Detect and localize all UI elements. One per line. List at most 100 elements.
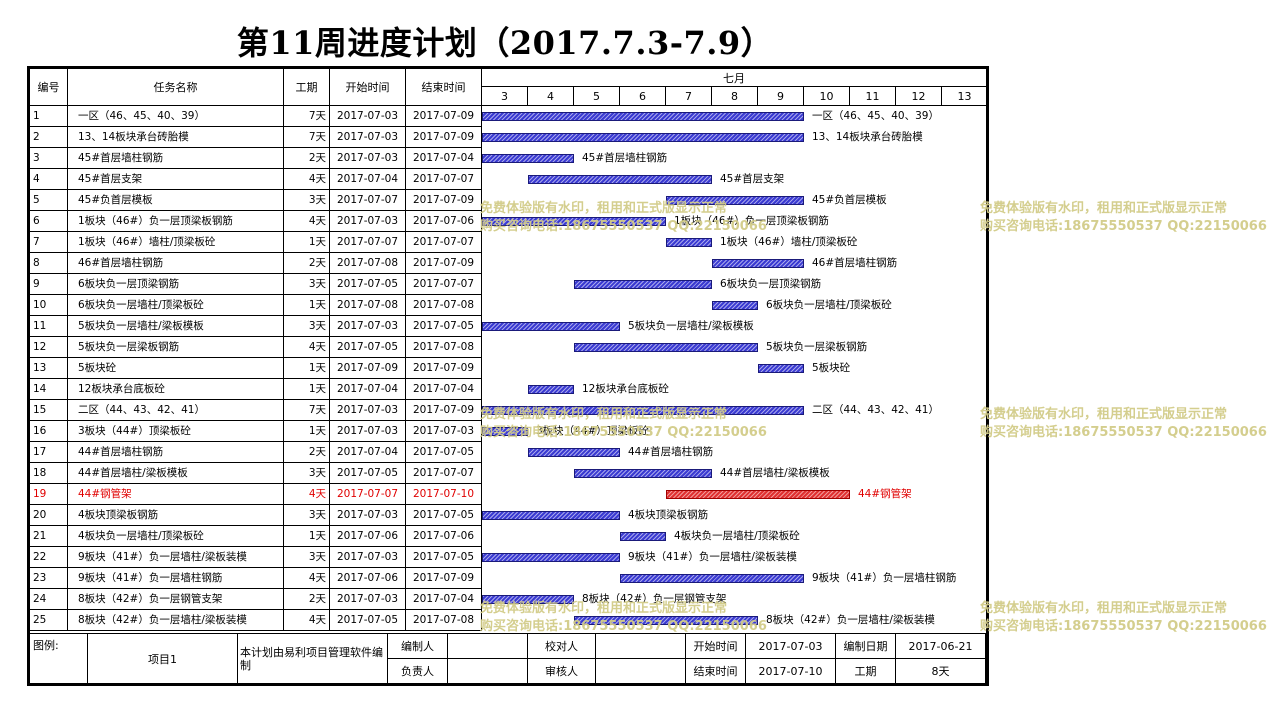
day-header: 6: [620, 87, 666, 106]
gantt-bar[interactable]: [528, 175, 712, 184]
table-row[interactable]: 16 3板块（44#）顶梁板砼 1天 2017-07-03 2017-07-03: [30, 421, 482, 442]
owner-label: 负责人: [388, 659, 448, 684]
watermark: 免费体验版有水印，租用和正式版显示正常 购买咨询电话:18675550537 QQ…: [980, 600, 1267, 636]
table-row[interactable]: 24 8板块（42#）负一层钢管支架 2天 2017-07-03 2017-07-04: [30, 589, 482, 610]
header-month: 七月: [482, 69, 986, 87]
table-row[interactable]: 13 5板块砼 1天 2017-07-09 2017-07-09: [30, 358, 482, 379]
task-end: 2017-07-08: [406, 610, 482, 631]
gantt-bar[interactable]: [482, 112, 804, 121]
task-end: 2017-07-10: [406, 484, 482, 505]
gantt-bar[interactable]: [482, 133, 804, 142]
gantt-bar[interactable]: [666, 196, 804, 205]
gantt-bar[interactable]: [482, 511, 620, 520]
table-row[interactable]: 17 44#首层墙柱钢筋 2天 2017-07-04 2017-07-05: [30, 442, 482, 463]
watermark: 免费体验版有水印，租用和正式版显示正常 购买咨询电话:18675550537 QQ…: [480, 406, 767, 442]
gantt-bar[interactable]: [482, 427, 528, 436]
gantt-bar-label: 3板块（44#）顶梁板砼: [536, 425, 649, 437]
header-end: 结束时间: [406, 69, 482, 106]
gantt-bar[interactable]: [528, 385, 574, 394]
task-start: 2017-07-03: [330, 421, 406, 442]
watermark-line: 购买咨询电话:18675550537 QQ:22150066: [480, 425, 767, 440]
task-duration: 4天: [284, 211, 330, 232]
gantt-bar[interactable]: [758, 364, 804, 373]
task-end: 2017-07-09: [406, 190, 482, 211]
gantt-bar-label: 5板块负一层墙柱/梁板模板: [628, 320, 754, 332]
gantt-bar[interactable]: [482, 154, 574, 163]
header-start: 开始时间: [330, 69, 406, 106]
gantt-bar[interactable]: [528, 448, 620, 457]
task-duration: 2天: [284, 589, 330, 610]
compiler-value: [448, 634, 528, 659]
gantt-bar[interactable]: [620, 532, 666, 541]
watermark: 免费体验版有水印，租用和正式版显示正常 购买咨询电话:18675550537 QQ…: [480, 600, 767, 636]
task-no: 19: [30, 484, 68, 505]
task-start: 2017-07-03: [330, 211, 406, 232]
gantt-bar-label: 8板块（42#）负一层钢管支架: [582, 593, 727, 605]
task-end: 2017-07-05: [406, 442, 482, 463]
table-row[interactable]: 5 45#负首层模板 3天 2017-07-07 2017-07-09: [30, 190, 482, 211]
task-end: 2017-07-09: [406, 358, 482, 379]
table-row[interactable]: 12 5板块负一层梁板钢筋 4天 2017-07-05 2017-07-08: [30, 337, 482, 358]
table-row[interactable]: 6 1板块（46#）负一层顶梁板钢筋 4天 2017-07-03 2017-07-06: [30, 211, 482, 232]
gantt-bar[interactable]: [482, 217, 666, 226]
table-row[interactable]: 14 12板块承台底板砼 1天 2017-07-04 2017-07-04: [30, 379, 482, 400]
table-row[interactable]: 2 13、14板块承台砖胎模 7天 2017-07-03 2017-07-09: [30, 127, 482, 148]
task-no: 23: [30, 568, 68, 589]
gantt-bar-label: 44#钢管架: [858, 488, 912, 500]
day-header: 8: [712, 87, 758, 106]
gantt-bar[interactable]: [482, 553, 620, 562]
gantt-bar[interactable]: [574, 616, 758, 625]
task-name: 44#钢管架: [68, 484, 284, 505]
gantt-bar[interactable]: [574, 280, 712, 289]
table-row[interactable]: 10 6板块负一层墙柱/顶梁板砼 1天 2017-07-08 2017-07-08: [30, 295, 482, 316]
gantt-bar[interactable]: [712, 301, 758, 310]
table-row[interactable]: 15 二区（44、43、42、41） 7天 2017-07-03 2017-07-09: [30, 400, 482, 421]
gantt-bar[interactable]: [620, 574, 804, 583]
table-row[interactable]: 21 4板块负一层墙柱/顶梁板砼 1天 2017-07-06 2017-07-06: [30, 526, 482, 547]
task-end: 2017-07-09: [406, 400, 482, 421]
gantt-bar[interactable]: [482, 322, 620, 331]
day-header: 11: [850, 87, 896, 106]
table-row[interactable]: 1 一区（46、45、40、39） 7天 2017-07-03 2017-07-09: [30, 106, 482, 127]
table-row[interactable]: 23 9板块（41#）负一层墙柱钢筋 4天 2017-07-06 2017-07-09: [30, 568, 482, 589]
gantt-bar[interactable]: [574, 343, 758, 352]
gantt-bar[interactable]: [712, 259, 804, 268]
gantt-bar-label: 13、14板块承台砖胎模: [812, 131, 923, 143]
table-row[interactable]: 11 5板块负一层墙柱/梁板模板 3天 2017-07-03 2017-07-05: [30, 316, 482, 337]
gantt-bar[interactable]: [482, 406, 804, 415]
gantt-bar-label: 45#负首层模板: [812, 194, 887, 206]
table-row[interactable]: 19 44#钢管架 4天 2017-07-07 2017-07-10: [30, 484, 482, 505]
task-duration: 1天: [284, 421, 330, 442]
gantt-bar-label: 45#首层墙柱钢筋: [582, 152, 668, 164]
task-start: 2017-07-03: [330, 400, 406, 421]
task-duration: 3天: [284, 463, 330, 484]
gantt-bar[interactable]: [574, 469, 712, 478]
table-row[interactable]: 8 46#首层墙柱钢筋 2天 2017-07-08 2017-07-09: [30, 253, 482, 274]
table-row[interactable]: 18 44#首层墙柱/梁板模板 3天 2017-07-05 2017-07-07: [30, 463, 482, 484]
task-duration: 3天: [284, 505, 330, 526]
day-header: 13: [942, 87, 988, 106]
table-row[interactable]: 3 45#首层墙柱钢筋 2天 2017-07-03 2017-07-04: [30, 148, 482, 169]
task-name: 8板块（42#）负一层墙柱/梁板装模: [68, 610, 284, 631]
table-row[interactable]: 25 8板块（42#）负一层墙柱/梁板装模 4天 2017-07-05 2017-07-…: [30, 610, 482, 631]
gantt-bar[interactable]: [482, 595, 574, 604]
task-start: 2017-07-05: [330, 274, 406, 295]
table-row[interactable]: 4 45#首层支架 4天 2017-07-04 2017-07-07: [30, 169, 482, 190]
gantt-bar-label: 二区（44、43、42、41）: [812, 404, 939, 416]
task-name: 5板块砼: [68, 358, 284, 379]
day-header: 4: [528, 87, 574, 106]
table-row[interactable]: 9 6板块负一层顶梁钢筋 3天 2017-07-05 2017-07-07: [30, 274, 482, 295]
gantt-bar[interactable]: [666, 238, 712, 247]
task-no: 18: [30, 463, 68, 484]
task-start: 2017-07-05: [330, 610, 406, 631]
task-start: 2017-07-04: [330, 442, 406, 463]
table-row[interactable]: 7 1板块（46#）墙柱/顶梁板砼 1天 2017-07-07 2017-07-07: [30, 232, 482, 253]
day-header: 3: [482, 87, 528, 106]
table-row[interactable]: 22 9板块（41#）负一层墙柱/梁板装模 3天 2017-07-03 2017-07-…: [30, 547, 482, 568]
task-name: 45#负首层模板: [68, 190, 284, 211]
task-duration: 2天: [284, 442, 330, 463]
gantt-bar[interactable]: [666, 490, 850, 499]
footer-info: 图例: 项目1 本计划由易利项目管理软件编制 编制人 校对人 开始时间 2017…: [30, 633, 986, 684]
table-row[interactable]: 20 4板块顶梁板钢筋 3天 2017-07-03 2017-07-05: [30, 505, 482, 526]
end-time-label: 结束时间: [686, 659, 746, 684]
